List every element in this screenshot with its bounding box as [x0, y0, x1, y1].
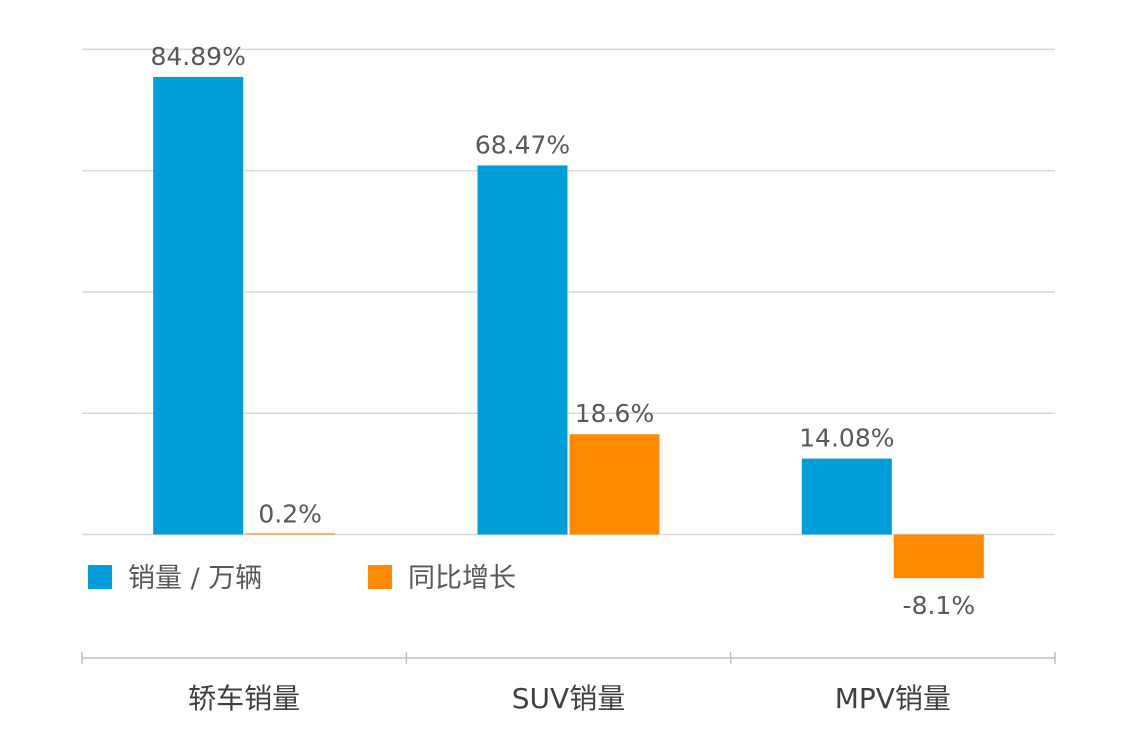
- bar-sales: [153, 76, 244, 535]
- data-label: -8.1%: [903, 591, 976, 620]
- x-tick-label: SUV销量: [512, 682, 625, 715]
- bar-sales: [801, 458, 892, 535]
- bar-growth: [893, 534, 984, 579]
- x-tick-label: MPV销量: [835, 682, 951, 715]
- data-label: 84.89%: [151, 42, 246, 71]
- bar-sales: [477, 165, 568, 535]
- bar-growth: [245, 533, 336, 535]
- bar-growth: [569, 434, 660, 535]
- data-label: 18.6%: [575, 399, 654, 428]
- data-label: 0.2%: [258, 500, 322, 529]
- legend-swatch: [88, 565, 112, 589]
- x-tick-label: 轿车销量: [188, 682, 300, 715]
- data-label: 68.47%: [475, 130, 570, 159]
- legend-swatch: [368, 565, 392, 589]
- legend-label: 销量 / 万辆: [128, 563, 262, 594]
- data-label: 14.08%: [799, 424, 894, 453]
- legend-label: 同比增长: [408, 563, 516, 594]
